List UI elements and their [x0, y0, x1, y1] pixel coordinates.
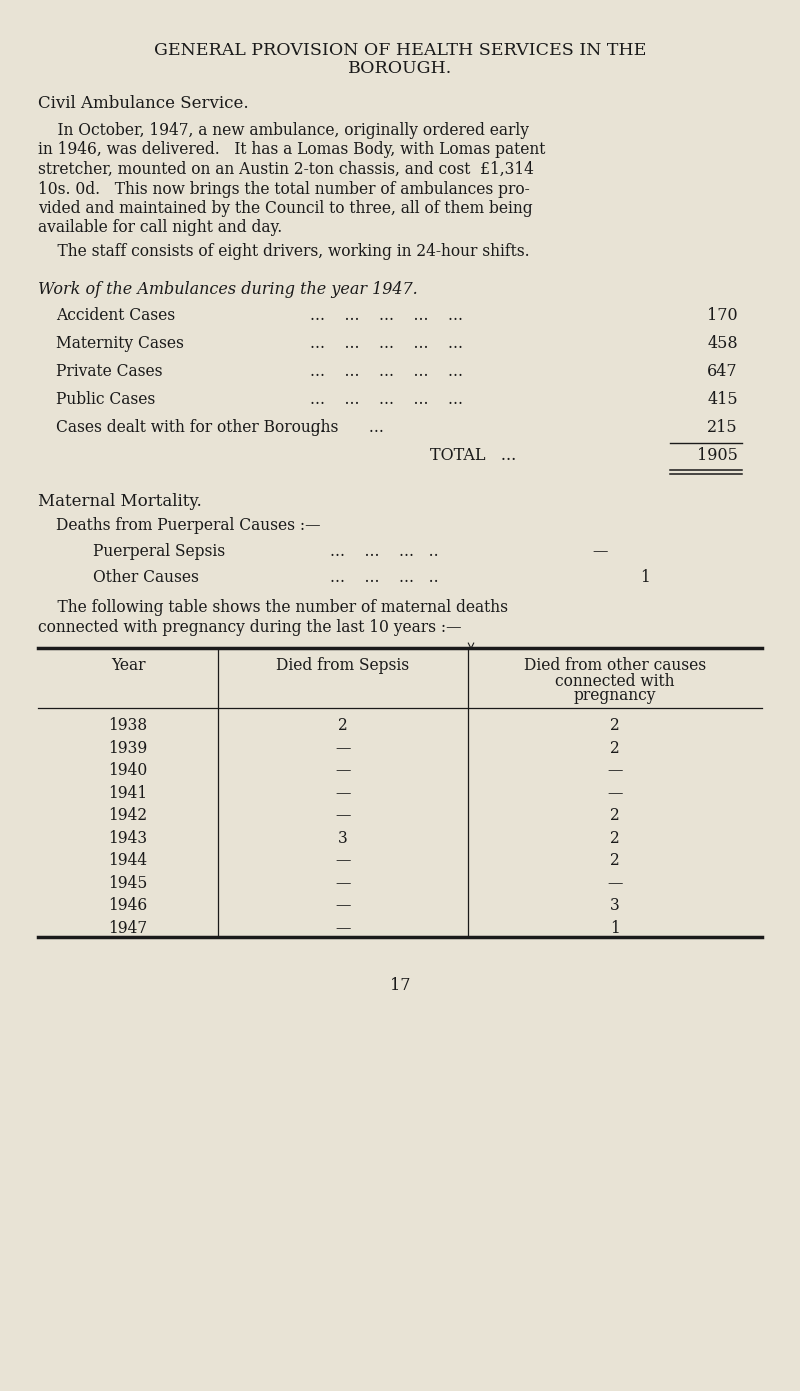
- Text: 3: 3: [338, 830, 348, 847]
- Text: —: —: [335, 897, 350, 914]
- Text: stretcher, mounted on an Austin 2-ton chassis, and cost  £1,314: stretcher, mounted on an Austin 2-ton ch…: [38, 161, 534, 178]
- Text: 215: 215: [707, 419, 738, 435]
- Text: Other Causes: Other Causes: [93, 569, 199, 587]
- Text: 1940: 1940: [108, 762, 148, 779]
- Text: 2: 2: [610, 718, 620, 734]
- Text: vided and maintained by the Council to three, all of them being: vided and maintained by the Council to t…: [38, 200, 533, 217]
- Text: connected with pregnancy during the last 10 years :—: connected with pregnancy during the last…: [38, 619, 462, 636]
- Text: —: —: [607, 785, 622, 801]
- Text: 415: 415: [707, 391, 738, 408]
- Text: 1944: 1944: [109, 853, 147, 869]
- Text: 17: 17: [390, 976, 410, 993]
- Text: —: —: [607, 875, 622, 892]
- Text: 1938: 1938: [109, 718, 147, 734]
- Text: 1946: 1946: [108, 897, 148, 914]
- Text: 1: 1: [610, 919, 620, 938]
- Text: ...    ...    ...    ...    ...: ... ... ... ... ...: [310, 363, 463, 380]
- Text: Year: Year: [110, 658, 146, 675]
- Text: ...    ...    ...   ..: ... ... ... ..: [330, 569, 438, 587]
- Text: 2: 2: [610, 740, 620, 757]
- Text: Died from Sepsis: Died from Sepsis: [277, 658, 410, 675]
- Text: ...    ...    ...    ...    ...: ... ... ... ... ...: [310, 391, 463, 408]
- Text: ...         ...: ... ...: [310, 419, 384, 435]
- Text: —: —: [335, 785, 350, 801]
- Text: Civil Ambulance Service.: Civil Ambulance Service.: [38, 95, 249, 113]
- Text: Accident Cases: Accident Cases: [56, 306, 175, 324]
- Text: 1945: 1945: [108, 875, 148, 892]
- Text: Cases dealt with for other Boroughs: Cases dealt with for other Boroughs: [56, 419, 338, 435]
- Text: Deaths from Puerperal Causes :—: Deaths from Puerperal Causes :—: [56, 517, 321, 534]
- Text: 1942: 1942: [109, 807, 147, 825]
- Text: Puerperal Sepsis: Puerperal Sepsis: [93, 544, 225, 561]
- Text: GENERAL PROVISION OF HEALTH SERVICES IN THE: GENERAL PROVISION OF HEALTH SERVICES IN …: [154, 42, 646, 58]
- Text: 2: 2: [338, 718, 348, 734]
- Text: ...    ...    ...   ..: ... ... ... ..: [330, 544, 438, 561]
- Text: —: —: [335, 853, 350, 869]
- Text: 2: 2: [610, 830, 620, 847]
- Text: 170: 170: [707, 306, 738, 324]
- Text: 2: 2: [610, 853, 620, 869]
- Text: 1: 1: [640, 569, 650, 587]
- Text: 458: 458: [707, 334, 738, 352]
- Text: Maternal Mortality.: Maternal Mortality.: [38, 494, 202, 510]
- Text: ...    ...    ...    ...    ...: ... ... ... ... ...: [310, 334, 463, 352]
- Text: 1941: 1941: [109, 785, 147, 801]
- Text: —: —: [592, 544, 608, 561]
- Text: 2: 2: [610, 807, 620, 825]
- Text: connected with: connected with: [555, 672, 674, 690]
- Text: The following table shows the number of maternal deaths: The following table shows the number of …: [38, 600, 508, 616]
- Text: —: —: [335, 875, 350, 892]
- Text: 647: 647: [707, 363, 738, 380]
- Text: —: —: [607, 762, 622, 779]
- Text: —: —: [335, 919, 350, 938]
- Text: —: —: [335, 762, 350, 779]
- Text: 1905: 1905: [697, 448, 738, 465]
- Text: Died from other causes: Died from other causes: [524, 658, 706, 675]
- Text: —: —: [335, 807, 350, 825]
- Text: Public Cases: Public Cases: [56, 391, 155, 408]
- Text: Work of the Ambulances during the year 1947.: Work of the Ambulances during the year 1…: [38, 281, 418, 298]
- Text: 10s. 0d.   This now brings the total number of ambulances pro-: 10s. 0d. This now brings the total numbe…: [38, 181, 530, 198]
- Text: pregnancy: pregnancy: [574, 687, 656, 704]
- Text: Maternity Cases: Maternity Cases: [56, 334, 184, 352]
- Text: ...    ...    ...    ...    ...: ... ... ... ... ...: [310, 306, 463, 324]
- Text: In October, 1947, a new ambulance, originally ordered early: In October, 1947, a new ambulance, origi…: [38, 122, 529, 139]
- Text: The staff consists of eight drivers, working in 24-hour shifts.: The staff consists of eight drivers, wor…: [38, 243, 530, 260]
- Text: BOROUGH.: BOROUGH.: [348, 60, 452, 77]
- Text: available for call night and day.: available for call night and day.: [38, 220, 282, 236]
- Text: 3: 3: [610, 897, 620, 914]
- Text: —: —: [335, 740, 350, 757]
- Text: 1943: 1943: [109, 830, 147, 847]
- Text: Private Cases: Private Cases: [56, 363, 162, 380]
- Text: 1939: 1939: [108, 740, 148, 757]
- Text: 1947: 1947: [109, 919, 147, 938]
- Text: in 1946, was delivered.   It has a Lomas Body, with Lomas patent: in 1946, was delivered. It has a Lomas B…: [38, 142, 546, 159]
- Text: TOTAL   ...: TOTAL ...: [430, 448, 516, 465]
